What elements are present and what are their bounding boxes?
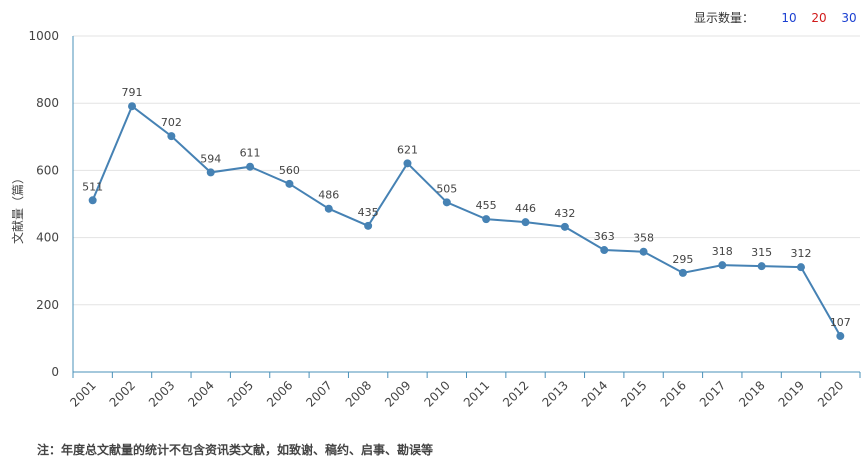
data-label: 363 [594,230,615,243]
data-point [364,221,373,230]
y-tick-label: 800 [36,96,59,110]
x-tick-label: 2014 [579,378,610,409]
x-tick-label: 2012 [500,378,531,409]
data-label: 455 [476,199,497,212]
data-label: 611 [240,147,261,160]
y-tick-label: 400 [36,231,59,245]
data-label: 702 [161,116,182,129]
data-label: 358 [633,232,654,245]
data-point [128,102,137,111]
y-tick-labels: 0 200 400 600 800 1000 [28,29,59,379]
data-point [206,168,215,177]
axes [72,36,861,378]
y-axis-label: 文献量（篇） [10,172,25,244]
x-tick-label: 2008 [343,378,374,409]
data-label: 446 [515,202,536,215]
data-point [167,132,176,141]
data-point [403,159,412,168]
series-line [91,104,842,337]
display-count-option-10[interactable]: 10 [781,10,797,25]
display-count-option-20[interactable]: 20 [811,10,827,25]
y-tick-label: 600 [36,163,59,177]
y-tick-label: 1000 [28,29,59,43]
data-point [718,261,727,270]
x-tick-label: 2009 [382,378,413,409]
data-label: 312 [790,247,811,260]
x-tick-label: 2020 [815,378,846,409]
data-label: 486 [318,189,339,202]
data-label: 432 [554,207,575,220]
display-count-option-30[interactable]: 30 [841,10,857,25]
x-tick-label: 2015 [618,378,649,409]
x-tick-label: 2001 [67,378,98,409]
data-label: 505 [436,182,457,195]
display-count-label: 显示数量： [693,11,754,25]
data-point [560,222,569,231]
x-tick-label: 2019 [776,378,807,409]
data-label: 435 [358,206,379,219]
data-label: 511 [82,180,103,193]
data-point [442,198,451,207]
x-tick-label: 2018 [736,378,767,409]
x-tick-label: 2002 [107,378,138,409]
display-count-selector: 显示数量： 10 20 30 [694,9,858,26]
data-label: 621 [397,143,418,156]
x-tick-label: 2010 [421,378,452,409]
data-label: 318 [712,245,733,258]
data-point [678,268,687,277]
data-point [285,179,294,188]
x-tick-label: 2013 [539,378,570,409]
data-point [836,332,845,341]
data-point [88,196,97,205]
y-tick-label: 0 [51,365,59,379]
x-tick-label: 2004 [185,378,216,409]
x-tick-label: 2005 [225,378,256,409]
data-label: 107 [830,316,851,329]
data-point [639,247,648,256]
data-point [246,162,255,171]
x-tick-label: 2011 [461,378,492,409]
data-point [796,263,805,272]
data-labels: 511 791 702 594 611 560 486 435 621 505 455 446 432 3… [82,86,851,329]
data-point [757,262,766,271]
data-point [482,215,491,224]
data-point [521,218,530,227]
x-tick-label: 2006 [264,378,295,409]
footnote: 注：年度总文献量的统计不包含资讯类文献，如致谢、稿约、启事、勘误等 [37,443,434,457]
x-tick-label: 2003 [146,378,177,409]
data-label: 295 [672,253,693,266]
grid-lines [73,35,860,306]
x-tick-label: 2016 [658,378,689,409]
x-tick-label: 2007 [303,378,334,409]
data-label: 560 [279,164,300,177]
x-tick-labels: 2001 2002 2003 2004 2005 2006 2007 2008 2009 2010… [67,378,846,409]
x-tick-label: 2017 [697,378,728,409]
data-label: 594 [200,152,221,165]
series [88,102,845,341]
data-label: 315 [751,246,772,259]
data-label: 791 [122,86,143,99]
y-tick-label: 200 [36,298,59,312]
data-point [600,246,609,255]
data-point [324,204,333,213]
